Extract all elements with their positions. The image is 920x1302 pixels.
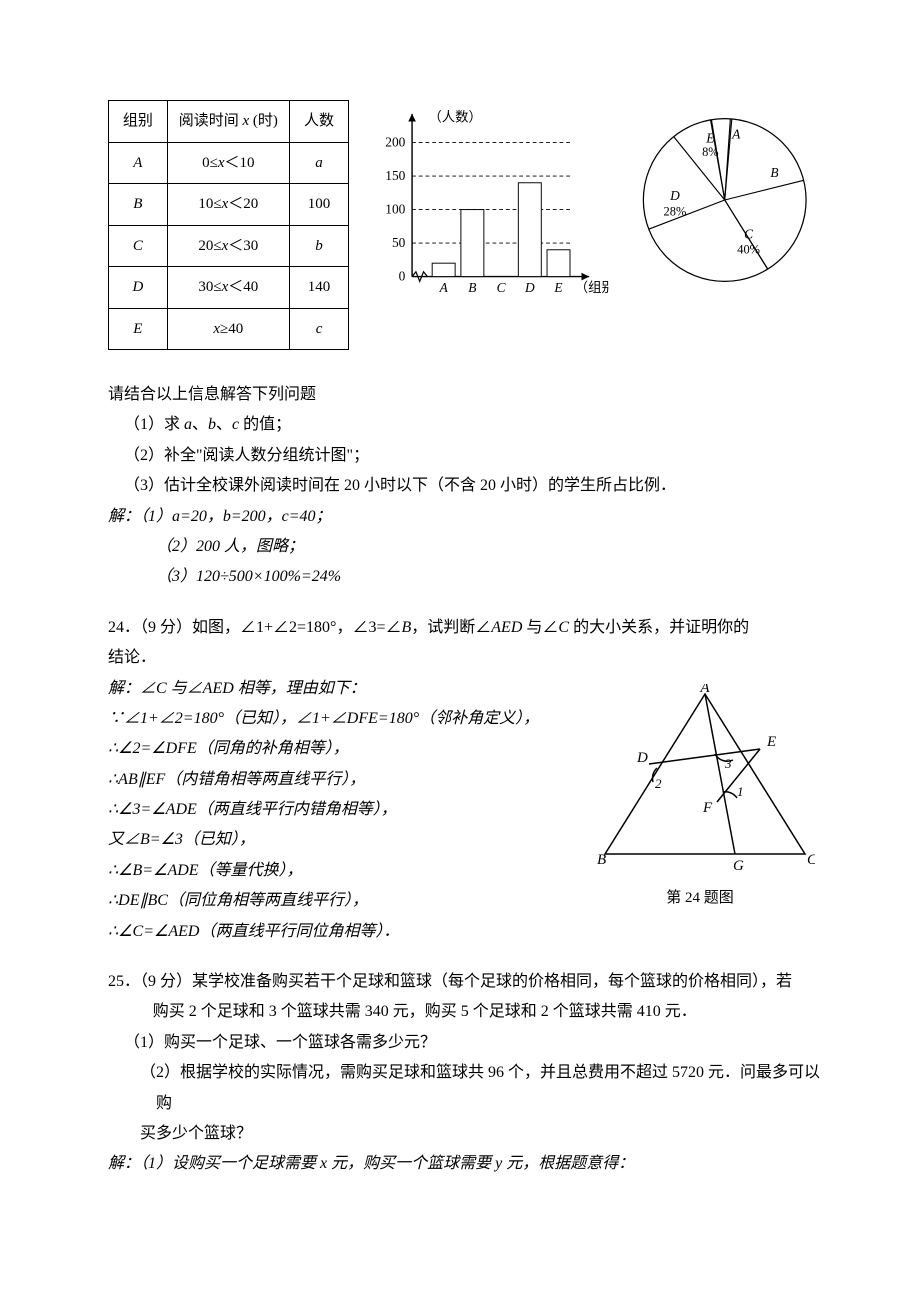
svg-text:200: 200 — [386, 134, 406, 149]
bar-chart: 0 50 100 150 200 A B C D E （人数） （组别） — [369, 100, 608, 300]
q24-figure: A B C D E F G 1 2 3 第 24 题图 — [580, 674, 820, 913]
svg-text:C: C — [497, 280, 507, 295]
cell-count: b — [289, 225, 348, 267]
table-row: D 30≤x＜40 140 — [109, 267, 349, 309]
svg-text:B: B — [597, 852, 606, 868]
cell-count: 140 — [289, 267, 348, 309]
pie-label-e1: E — [705, 131, 714, 146]
q24-l2: ∴∠2=∠DFE（同角的补角相等）， — [108, 734, 570, 764]
table-header-row: 组别 阅读时间 x (时) 人数 — [109, 101, 349, 143]
q24-l5: 又∠B=∠3（已知）， — [108, 825, 570, 855]
q25-part1: （1）购买一个足球、一个篮球各需多少元？ — [108, 1028, 820, 1058]
pie-chart: A B C 40% D 28% E 8% — [629, 100, 820, 300]
geometry-diagram: A B C D E F G 1 2 3 — [585, 684, 815, 874]
col-range: 阅读时间 x (时) — [167, 101, 289, 143]
q25-answer-1: 解：（1）设购买一个足球需要 x 元，购买一个篮球需要 y 元，根据题意得： — [108, 1149, 820, 1179]
q24-a-lead: 解：∠C 与∠AED 相等，理由如下： — [108, 674, 570, 704]
pie-label-d1: D — [669, 188, 680, 203]
svg-text:A: A — [439, 280, 449, 295]
svg-text:2: 2 — [655, 776, 662, 791]
q24-row: 解：∠C 与∠AED 相等，理由如下： ∵∠1+∠2=180°（已知），∠1+∠… — [108, 674, 820, 948]
figures-row: 组别 阅读时间 x (时) 人数 A 0≤x＜10 a B 10≤x＜20 10… — [108, 100, 820, 350]
q24-solution: 解：∠C 与∠AED 相等，理由如下： ∵∠1+∠2=180°（已知），∠1+∠… — [108, 674, 570, 948]
bar-ylabel: （人数） — [429, 110, 483, 125]
cell-group: C — [109, 225, 168, 267]
cell-group: B — [109, 184, 168, 226]
q24-l6: ∴∠B=∠ADE（等量代换）， — [108, 856, 570, 886]
q23-part1: （1）求 a、b、c 的值； — [108, 410, 820, 440]
q23-part3: （3）估计全校课外阅读时间在 20 小时以下（不含 20 小时）的学生所占比例． — [108, 471, 820, 501]
cell-count: c — [289, 308, 348, 350]
table-row: E x≥40 c — [109, 308, 349, 350]
table-row: C 20≤x＜30 b — [109, 225, 349, 267]
svg-text:D: D — [636, 750, 648, 766]
q24-l8: ∴∠C=∠AED（两直线平行同位角相等）． — [108, 917, 570, 947]
q24-l7: ∴DE∥BC（同位角相等两直线平行）， — [108, 886, 570, 916]
cell-group: A — [109, 142, 168, 184]
q25-part2a: （2）根据学校的实际情况，需购买足球和篮球共 96 个，并且总费用不超过 572… — [108, 1058, 820, 1119]
svg-text:150: 150 — [386, 168, 406, 183]
col-group: 组别 — [109, 101, 168, 143]
svg-text:G: G — [733, 858, 744, 874]
svg-text:B: B — [469, 280, 477, 295]
q23-intro: 请结合以上信息解答下列问题 — [108, 380, 820, 410]
cell-count: 100 — [289, 184, 348, 226]
pie-label-c2: 40% — [737, 243, 760, 257]
pie-label-b: B — [770, 165, 778, 180]
cell-range: 20≤x＜30 — [167, 225, 289, 267]
q23-answer-2: （2）200 人，图略； — [108, 532, 820, 562]
q24-l1: ∵∠1+∠2=180°（已知），∠1+∠DFE=180°（邻补角定义）， — [108, 704, 570, 734]
table-row: B 10≤x＜20 100 — [109, 184, 349, 226]
svg-text:100: 100 — [386, 201, 406, 216]
svg-text:C: C — [807, 852, 815, 868]
q23-part2: （2）补全"阅读人数分组统计图"； — [108, 441, 820, 471]
q24-l3: ∴AB∥EF（内错角相等两直线平行）， — [108, 765, 570, 795]
reading-time-table: 组别 阅读时间 x (时) 人数 A 0≤x＜10 a B 10≤x＜20 10… — [108, 100, 349, 350]
cell-range: 30≤x＜40 — [167, 267, 289, 309]
q24-caption: 第 24 题图 — [580, 884, 820, 913]
q25-part2b: 买多少个篮球？ — [108, 1119, 820, 1149]
cell-group: D — [109, 267, 168, 309]
svg-text:A: A — [699, 684, 710, 696]
q25-stem-1: 25．（9 分）某学校准备购买若干个足球和篮球（每个足球的价格相同，每个篮球的价… — [108, 967, 820, 997]
svg-text:F: F — [702, 800, 713, 816]
q23-answer-3: （3）120÷500×100%=24% — [108, 562, 820, 592]
cell-range: 0≤x＜10 — [167, 142, 289, 184]
q24-stem-2: 结论． — [108, 643, 820, 673]
pie-label-d2: 28% — [663, 204, 686, 218]
cell-range: 10≤x＜20 — [167, 184, 289, 226]
cell-range: x≥40 — [167, 308, 289, 350]
svg-text:E: E — [766, 734, 776, 750]
svg-text:3: 3 — [724, 756, 732, 771]
q23-answer-1: 解：（1）a=20，b=200，c=40； — [108, 502, 820, 532]
pie-label-e2: 8% — [702, 145, 719, 159]
table-row: A 0≤x＜10 a — [109, 142, 349, 184]
svg-text:1: 1 — [737, 784, 744, 799]
q24-stem-1: 24．（9 分）如图，∠1+∠2=180°，∠3=∠B，试判断∠AED 与∠C … — [108, 613, 820, 643]
svg-text:50: 50 — [392, 235, 406, 250]
pie-label-a: A — [731, 127, 741, 142]
col-count: 人数 — [289, 101, 348, 143]
q24-l4: ∴∠3=∠ADE（两直线平行内错角相等）， — [108, 795, 570, 825]
cell-group: E — [109, 308, 168, 350]
svg-text:D: D — [524, 280, 535, 295]
pie-label-c1: C — [744, 226, 754, 241]
svg-text:0: 0 — [399, 268, 406, 283]
svg-text:E: E — [554, 280, 563, 295]
q25-stem-1b: 购买 2 个足球和 3 个篮球共需 340 元，购买 5 个足球和 2 个篮球共… — [108, 997, 820, 1027]
bar-xlabel: （组别） — [575, 280, 609, 295]
cell-count: a — [289, 142, 348, 184]
